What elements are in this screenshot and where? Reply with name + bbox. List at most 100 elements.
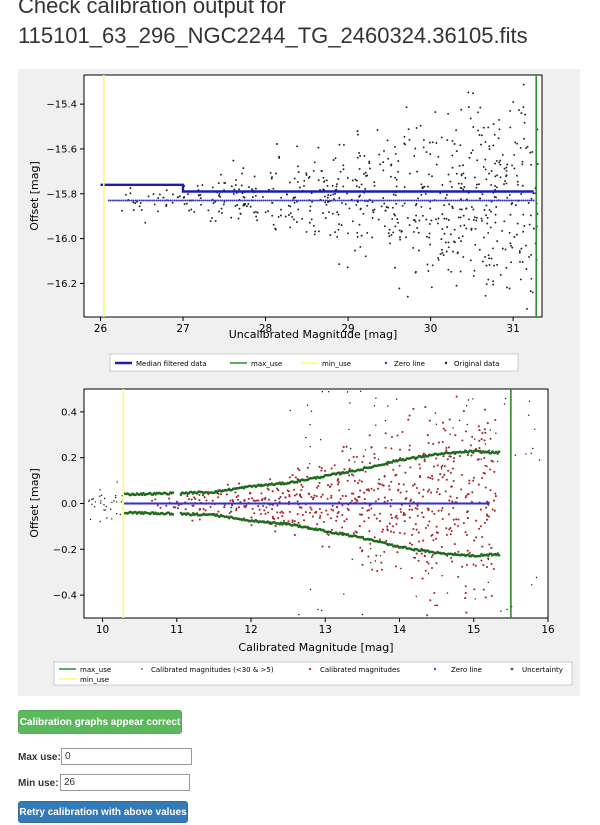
calibrated-point	[458, 455, 462, 458]
zero-line-point	[116, 199, 118, 202]
calibrated-point	[291, 521, 294, 524]
zero-line-point	[303, 199, 306, 202]
max-use-input[interactable]	[61, 748, 192, 765]
original-data-point	[516, 222, 519, 225]
original-data-point	[498, 118, 500, 121]
original-data-point	[247, 203, 250, 205]
calibrated-point	[491, 508, 494, 511]
calibrated-point	[156, 504, 159, 507]
calibrated-point	[288, 510, 291, 513]
calibrated-out-of-range-point	[350, 447, 352, 450]
original-data-point	[292, 218, 295, 221]
calibrated-out-of-range-point	[100, 494, 103, 496]
original-data-point	[453, 228, 456, 231]
calibrated-point	[301, 485, 304, 488]
original-data-point	[337, 228, 340, 231]
calibrated-point	[300, 496, 303, 499]
original-data-point	[199, 197, 202, 200]
calibrated-point	[321, 493, 324, 496]
calibrated-point	[343, 520, 346, 523]
original-data-point	[351, 220, 354, 223]
calibrated-point	[282, 511, 285, 514]
original-data-point	[253, 175, 256, 178]
original-data-point	[482, 126, 485, 129]
zero-line-point	[526, 199, 529, 202]
min-use-input[interactable]	[60, 774, 190, 791]
zero-line-point	[427, 199, 430, 202]
calibrated-point	[377, 482, 380, 485]
zero-line-point	[326, 199, 329, 202]
original-data-point	[447, 219, 450, 221]
original-data-point	[448, 203, 451, 206]
calibrated-point	[281, 515, 284, 518]
original-data-point	[335, 185, 338, 188]
calibrated-point	[276, 487, 279, 490]
original-data-point	[494, 213, 497, 216]
calibrated-out-of-range-point	[116, 481, 118, 483]
original-data-point	[460, 208, 463, 211]
uncertainty-upper-point	[171, 491, 175, 494]
original-data-point	[431, 141, 434, 144]
retry-calibration-button[interactable]: Retry calibration with above values	[18, 801, 188, 823]
original-data-point	[382, 169, 385, 172]
calibrated-point	[298, 469, 301, 472]
calibrated-point	[211, 499, 214, 502]
calibrated-point	[489, 468, 492, 471]
original-data-point	[512, 100, 515, 103]
original-data-point	[419, 124, 422, 127]
original-data-point	[371, 209, 374, 212]
zero-line-point	[363, 199, 366, 202]
original-data-point	[428, 232, 431, 235]
calibrated-point	[445, 449, 448, 452]
legend1-original-label: Original data	[454, 360, 499, 368]
uncertainty-upper-point	[496, 452, 500, 455]
original-data-point	[405, 106, 408, 109]
zero-line-point	[460, 199, 463, 202]
calibrated-point	[217, 496, 220, 499]
x-tick-label: 26	[94, 323, 108, 335]
calibrated-out-of-range-point	[119, 513, 122, 516]
zero-line-point	[264, 199, 267, 202]
zero-line-point	[305, 199, 308, 202]
calibrated-point	[489, 437, 492, 440]
calibrated-point	[343, 468, 346, 471]
original-data-point	[524, 244, 527, 247]
calibrated-point	[326, 497, 329, 500]
original-data-point	[373, 208, 376, 211]
original-data-point	[468, 218, 470, 221]
calibrated-point	[422, 488, 425, 491]
original-data-point	[317, 146, 320, 149]
original-data-point	[455, 129, 458, 132]
original-data-point	[470, 206, 473, 208]
calibrated-point	[486, 514, 489, 517]
zero-line-point	[340, 199, 343, 202]
calibrated-point	[326, 513, 329, 516]
calibrated-point	[384, 432, 387, 435]
calibrated-point	[296, 500, 299, 503]
original-data-point	[242, 167, 245, 170]
calibrated-point	[390, 480, 393, 483]
calibrated-point	[220, 493, 223, 496]
calibrated-point	[250, 497, 254, 500]
original-data-point	[147, 195, 150, 198]
calibrated-point	[336, 515, 339, 518]
calibrated-point	[482, 588, 485, 591]
original-data-point	[272, 223, 275, 226]
calibrated-point	[370, 487, 373, 490]
original-data-point	[499, 159, 502, 162]
zero-line-point	[279, 199, 281, 202]
calibrated-point	[448, 528, 451, 531]
original-data-point	[462, 188, 465, 191]
zero-line-point	[281, 199, 284, 202]
zero-line-point	[171, 199, 174, 202]
calibrated-out-of-range-point	[103, 504, 105, 506]
calibration-correct-button[interactable]: Calibration graphs appear correct	[18, 710, 182, 734]
calibrated-out-of-range-point	[88, 499, 91, 501]
calibrated-point	[304, 511, 307, 514]
original-data-point	[457, 216, 460, 219]
original-data-point	[322, 212, 324, 215]
original-data-point	[522, 106, 525, 109]
calibrated-point	[464, 531, 467, 534]
original-data-point	[356, 156, 359, 159]
calibrated-point	[337, 478, 340, 481]
